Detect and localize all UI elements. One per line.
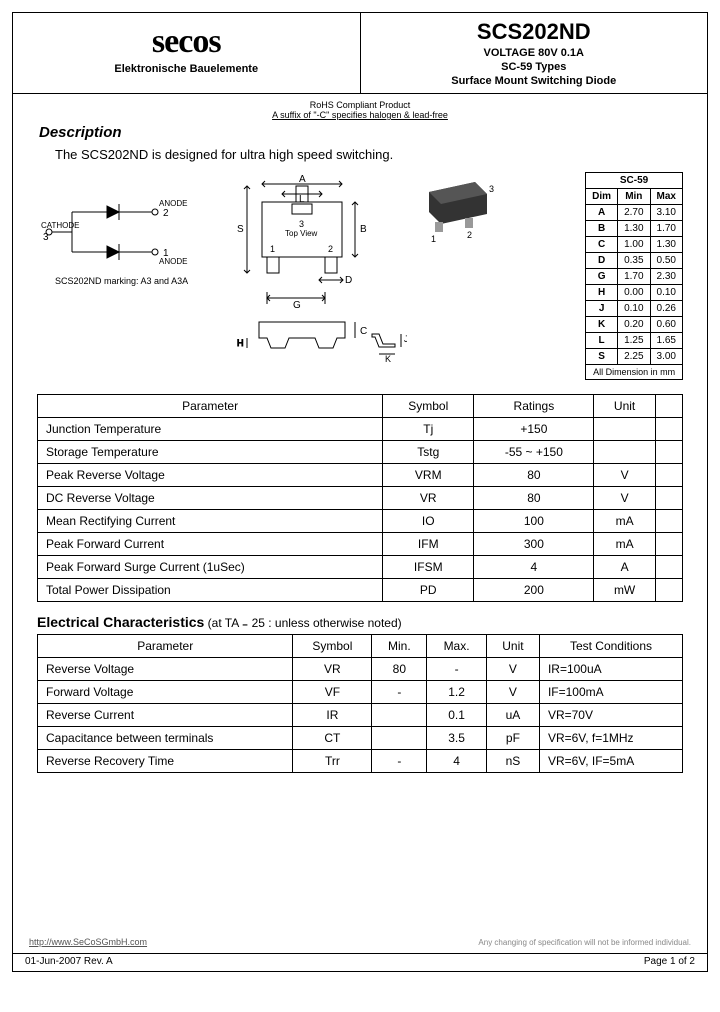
topview-label: Top View: [285, 229, 318, 238]
dim-label: S: [237, 224, 244, 235]
part-number: SCS202ND: [367, 19, 702, 45]
dim-label: A: [299, 174, 306, 185]
pin-num: 2: [163, 208, 169, 219]
elec-col: Unit: [486, 635, 539, 658]
param-col: Ratings: [474, 395, 594, 418]
pin-num: 1: [270, 244, 275, 254]
param-row: Mean Rectifying CurrentIO100mA: [38, 510, 683, 533]
suffix-line: A suffix of "-C" specifies halogen & lea…: [13, 110, 707, 120]
pin-num: 3: [43, 232, 49, 243]
param-row: Peak Reverse VoltageVRM80V: [38, 464, 683, 487]
pin-num: 2: [328, 244, 333, 254]
pin-num: 3: [489, 184, 494, 194]
dim-footer: All Dimension in mm: [586, 365, 683, 380]
elec-row: Capacitance between terminalsCT3.5pFVR=6…: [38, 727, 683, 750]
dim-row: G1.702.30: [586, 269, 683, 285]
dim-row: B1.301.70: [586, 221, 683, 237]
dim-row: H0.000.10: [586, 285, 683, 301]
footer-page: Page 1 of 2: [644, 956, 695, 967]
company-tagline: Elektronische Bauelemente: [19, 63, 354, 75]
elec-col: Parameter: [38, 635, 293, 658]
svg-text:H: H: [237, 338, 244, 348]
dim-col: Min: [618, 189, 650, 205]
param-row: DC Reverse VoltageVR80V: [38, 487, 683, 510]
pinout-diagram: ANODE ANODE CATHODE 2 1 3 SCS202ND marki…: [37, 172, 197, 312]
content: Description The SCS202ND is designed for…: [13, 124, 707, 783]
footer-bar: 01-Jun-2007 Rev. A Page 1 of 2: [13, 953, 707, 967]
elec-row: Reverse VoltageVR80-VIR=100uA: [38, 658, 683, 681]
parameter-table: ParameterSymbolRatingsUnit Junction Temp…: [37, 394, 683, 602]
param-col: Unit: [594, 395, 655, 418]
datasheet-page: secos Elektronische Bauelemente SCS202ND…: [12, 12, 708, 972]
param-col: Symbol: [383, 395, 474, 418]
dim-label: K: [385, 354, 391, 362]
electrical-title: Electrical Characteristics (at TA ₌ 25 :…: [37, 614, 683, 630]
param-row: Peak Forward Surge Current (1uSec)IFSM4A: [38, 556, 683, 579]
marking-text: SCS202ND marking: A3 and A3A: [55, 276, 188, 286]
footer-url[interactable]: http://www.SeCoSGmbH.com: [29, 937, 147, 947]
elec-row: Reverse CurrentIR0.1uAVR=70V: [38, 704, 683, 727]
dimension-table: SC-59 DimMinMax A2.703.10B1.301.70C1.001…: [585, 172, 683, 380]
pin-num: 1: [431, 234, 436, 244]
desc-line: Surface Mount Switching Diode: [367, 75, 702, 87]
dim-row: S2.253.00: [586, 349, 683, 365]
description-title: Description: [39, 124, 683, 141]
dim-row: A2.703.10: [586, 205, 683, 221]
package-line: SC-59 Types: [367, 61, 702, 73]
dim-label: C: [360, 326, 367, 337]
pin-num: 3: [299, 219, 304, 229]
param-col: Parameter: [38, 395, 383, 418]
dim-label: G: [293, 300, 301, 311]
voltage-line: VOLTAGE 80V 0.1A: [367, 47, 702, 59]
param-row: Total Power DissipationPD200mW: [38, 579, 683, 602]
pin-num: 1: [163, 248, 169, 259]
elec-row: Reverse Recovery TimeTrr-4nSVR=6V, IF=5m…: [38, 750, 683, 773]
electrical-sub: (at TA ₌ 25 : unless otherwise noted): [204, 616, 401, 630]
dim-col: Dim: [586, 189, 618, 205]
elec-row: Forward VoltageVF-1.2VIF=100mA: [38, 681, 683, 704]
anode-label: ANODE: [159, 199, 187, 208]
dim-title: SC-59: [586, 173, 683, 189]
company-logo: secos: [19, 23, 354, 61]
param-col: [655, 395, 682, 418]
header-part-block: SCS202ND VOLTAGE 80V 0.1A SC-59 Types Su…: [361, 13, 708, 93]
footer-rev: 01-Jun-2007 Rev. A: [25, 956, 113, 967]
cathode-label: CATHODE: [41, 221, 80, 230]
package-photo: 1 2 3: [417, 172, 497, 262]
pin-num: 2: [467, 230, 472, 240]
dim-label: L: [299, 194, 305, 205]
header: secos Elektronische Bauelemente SCS202ND…: [13, 13, 707, 94]
description-text: The SCS202ND is designed for ultra high …: [55, 147, 683, 162]
dim-row: K0.200.60: [586, 317, 683, 333]
dim-row: C1.001.30: [586, 237, 683, 253]
dim-col: Max: [650, 189, 682, 205]
elec-col: Symbol: [293, 635, 372, 658]
elec-col: Max.: [427, 635, 487, 658]
param-row: Junction TemperatureTj+150: [38, 418, 683, 441]
dim-label: J: [404, 334, 407, 344]
diagram-row: ANODE ANODE CATHODE 2 1 3 SCS202ND marki…: [37, 172, 683, 380]
param-row: Storage TemperatureTstg-55 ~ +150: [38, 441, 683, 464]
rohs-line: RoHS Compliant Product: [13, 100, 707, 110]
elec-col: Test Conditions: [539, 635, 682, 658]
dim-label: D: [345, 275, 352, 286]
electrical-table: ParameterSymbolMin.Max.UnitTest Conditio…: [37, 634, 683, 773]
footer-disclaimer: Any changing of specification will not b…: [478, 938, 691, 947]
dim-row: J0.100.26: [586, 301, 683, 317]
dim-row: D0.350.50: [586, 253, 683, 269]
package-outline: H A L S B D G C J K 3 Top View 1 2: [207, 172, 407, 362]
param-row: Peak Forward CurrentIFM300mA: [38, 533, 683, 556]
dim-row: L1.251.65: [586, 333, 683, 349]
header-logo-block: secos Elektronische Bauelemente: [13, 13, 361, 93]
dim-label: B: [360, 224, 367, 235]
elec-col: Min.: [372, 635, 427, 658]
